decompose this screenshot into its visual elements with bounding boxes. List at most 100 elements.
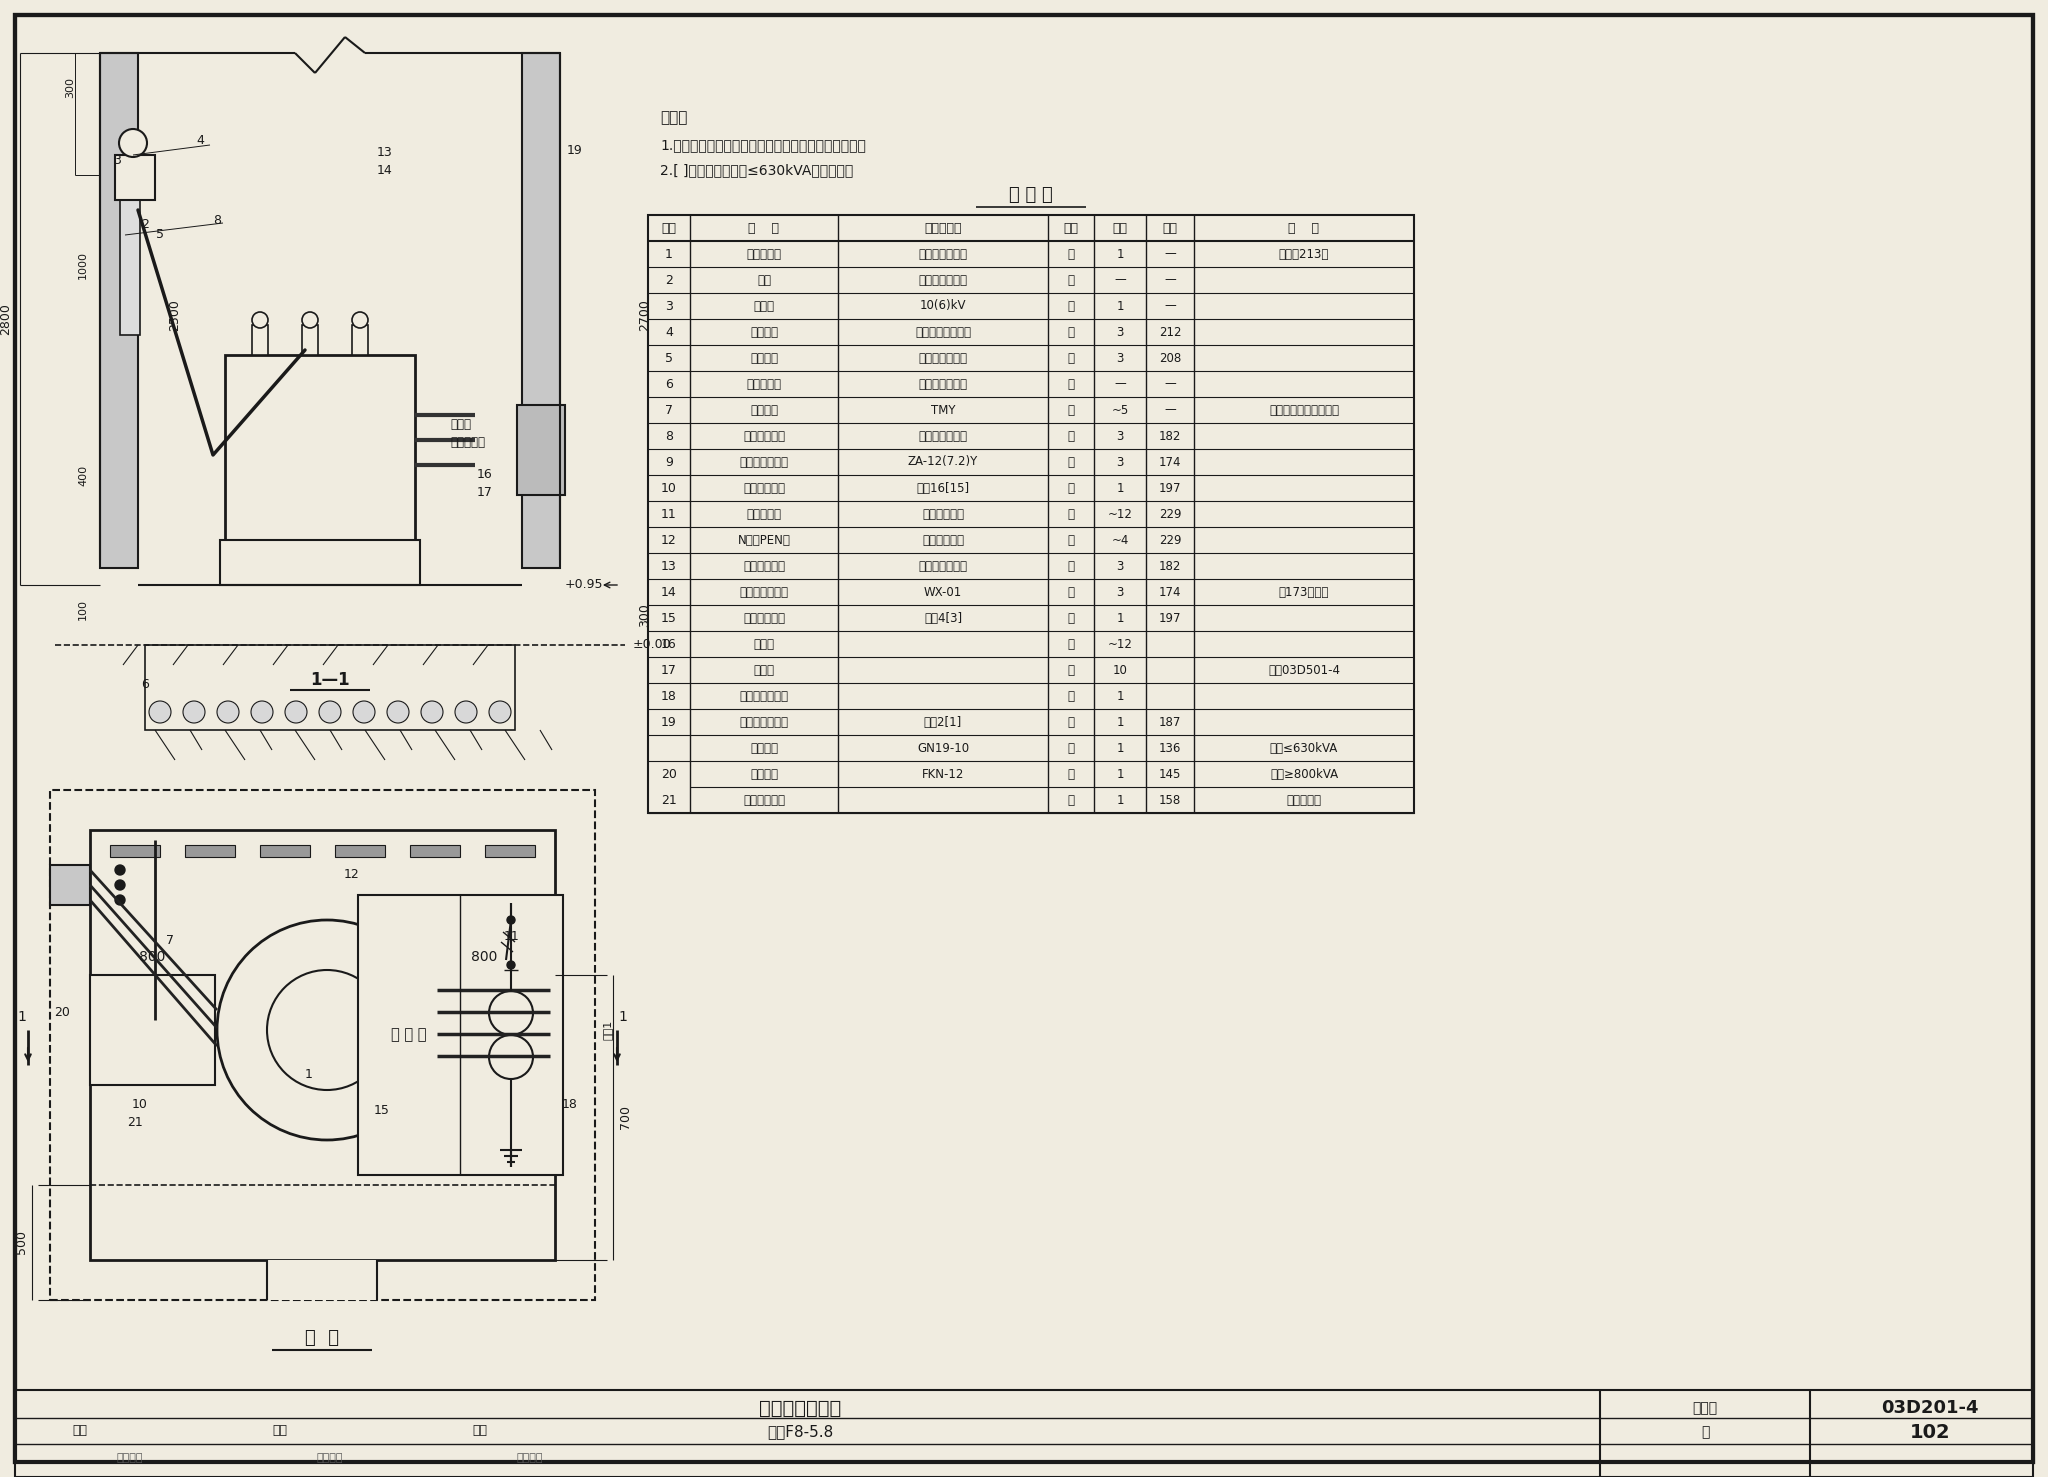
- Text: 按母线截面确定: 按母线截面确定: [918, 560, 967, 573]
- Text: 18: 18: [561, 1099, 578, 1112]
- Text: 单位: 单位: [1063, 222, 1079, 235]
- Text: 14: 14: [377, 164, 393, 176]
- Text: 米: 米: [1067, 403, 1075, 417]
- Text: 03D201-4: 03D201-4: [1882, 1399, 1978, 1416]
- Text: 平  面: 平 面: [305, 1329, 340, 1347]
- Text: 4: 4: [197, 133, 205, 146]
- Text: 电缆头: 电缆头: [754, 300, 774, 313]
- Circle shape: [301, 312, 317, 328]
- Text: ~12: ~12: [1108, 508, 1133, 520]
- Text: 页次: 页次: [1163, 222, 1178, 235]
- Text: 800: 800: [471, 950, 498, 964]
- Text: ~5: ~5: [1112, 403, 1128, 417]
- Text: 197: 197: [1159, 482, 1182, 495]
- Text: 300: 300: [639, 603, 651, 626]
- Text: 明 细 表: 明 细 表: [1010, 186, 1053, 204]
- Circle shape: [489, 702, 512, 724]
- Text: 3: 3: [1116, 325, 1124, 338]
- Text: 13: 13: [662, 560, 678, 573]
- Text: 低压母线支架: 低压母线支架: [743, 611, 784, 625]
- Bar: [225, 354, 416, 549]
- Text: 低压母线穿墙板: 低压母线穿墙板: [739, 715, 788, 728]
- Text: 21: 21: [127, 1115, 143, 1128]
- Text: 136: 136: [1159, 741, 1182, 755]
- Text: 按电缆外径确定: 按电缆外径确定: [918, 352, 967, 365]
- Text: 按电缆芯截面确定: 按电缆芯截面确定: [915, 325, 971, 338]
- Text: 个: 个: [1067, 300, 1075, 313]
- Text: 1.侧墙上低压母线出线孔的平面位置由工程设计确定。: 1.侧墙上低压母线出线孔的平面位置由工程设计确定。: [659, 137, 866, 152]
- Bar: [121, 174, 139, 335]
- Text: 9: 9: [666, 455, 674, 468]
- Text: ZA-12(7.2)Y: ZA-12(7.2)Y: [907, 455, 979, 468]
- Text: 型式4[3]: 型式4[3]: [924, 611, 963, 625]
- Text: 2.[ ]内数字用于容量≤630kVA的变压器。: 2.[ ]内数字用于容量≤630kVA的变压器。: [659, 162, 854, 177]
- Text: 型式16[15]: 型式16[15]: [915, 482, 969, 495]
- Bar: [358, 895, 563, 1176]
- Bar: [260, 845, 309, 857]
- Text: 由工程设计确定: 由工程设计确定: [918, 273, 967, 287]
- Text: 高压母线支架: 高压母线支架: [743, 482, 784, 495]
- Text: 台: 台: [1067, 793, 1075, 806]
- Text: 校对签名: 校对签名: [317, 1453, 344, 1464]
- Text: 1: 1: [1116, 300, 1124, 313]
- Text: 1: 1: [1116, 690, 1124, 703]
- Circle shape: [217, 702, 240, 724]
- Circle shape: [252, 702, 272, 724]
- Text: ±0.00: ±0.00: [633, 638, 672, 651]
- Text: 2: 2: [666, 273, 674, 287]
- Text: 用于≥800kVA: 用于≥800kVA: [1270, 768, 1337, 780]
- Bar: [522, 53, 559, 569]
- Text: 接线端子: 接线端子: [750, 325, 778, 338]
- Text: 3: 3: [113, 154, 121, 167]
- Text: 电车线路绝缘子: 电车线路绝缘子: [739, 585, 788, 598]
- Text: —: —: [1114, 273, 1126, 287]
- Text: 临时接地接线柱: 临时接地接线柱: [739, 690, 788, 703]
- Text: 1: 1: [1116, 611, 1124, 625]
- Text: 3: 3: [1116, 560, 1124, 573]
- Circle shape: [455, 702, 477, 724]
- Circle shape: [115, 880, 125, 891]
- Text: 300: 300: [66, 77, 76, 99]
- Bar: [145, 645, 514, 730]
- Bar: [184, 845, 236, 857]
- Text: 高压母线夹具: 高压母线夹具: [743, 430, 784, 443]
- Text: 12: 12: [344, 868, 360, 882]
- Bar: [410, 845, 461, 857]
- Text: 电缆支架: 电缆支架: [750, 352, 778, 365]
- Text: 187: 187: [1159, 715, 1182, 728]
- Text: 用于≤630kVA: 用于≤630kVA: [1270, 741, 1337, 755]
- Text: 米: 米: [1067, 638, 1075, 650]
- Text: 17: 17: [662, 663, 678, 676]
- Text: 16: 16: [662, 638, 678, 650]
- Circle shape: [182, 702, 205, 724]
- Text: 付: 付: [1067, 430, 1075, 443]
- Text: 7: 7: [666, 403, 674, 417]
- Bar: [352, 325, 369, 354]
- Bar: [336, 845, 385, 857]
- Text: 229: 229: [1159, 508, 1182, 520]
- Text: 1: 1: [666, 248, 674, 260]
- Text: 182: 182: [1159, 430, 1182, 443]
- Text: 手力操动机构: 手力操动机构: [743, 793, 784, 806]
- Bar: [252, 325, 268, 354]
- Text: 19: 19: [662, 715, 678, 728]
- Text: ~4: ~4: [1112, 533, 1128, 546]
- Text: 接地线: 接地线: [754, 638, 774, 650]
- Text: 设计签名: 设计签名: [516, 1453, 543, 1464]
- Text: 208: 208: [1159, 352, 1182, 365]
- Text: 1: 1: [1116, 768, 1124, 780]
- Bar: [49, 866, 90, 905]
- Circle shape: [352, 702, 375, 724]
- Circle shape: [252, 312, 268, 328]
- Text: 6: 6: [666, 378, 674, 390]
- Circle shape: [150, 702, 170, 724]
- Text: 接地见213页: 接地见213页: [1278, 248, 1329, 260]
- Text: 158: 158: [1159, 793, 1182, 806]
- Text: 备    注: 备 注: [1288, 222, 1319, 235]
- Text: 变压器室布置图: 变压器室布置图: [760, 1399, 842, 1418]
- Text: 182: 182: [1159, 560, 1182, 573]
- Text: 米: 米: [1067, 378, 1075, 390]
- Bar: [90, 830, 555, 1260]
- Text: GN19-10: GN19-10: [918, 741, 969, 755]
- Bar: [516, 405, 565, 495]
